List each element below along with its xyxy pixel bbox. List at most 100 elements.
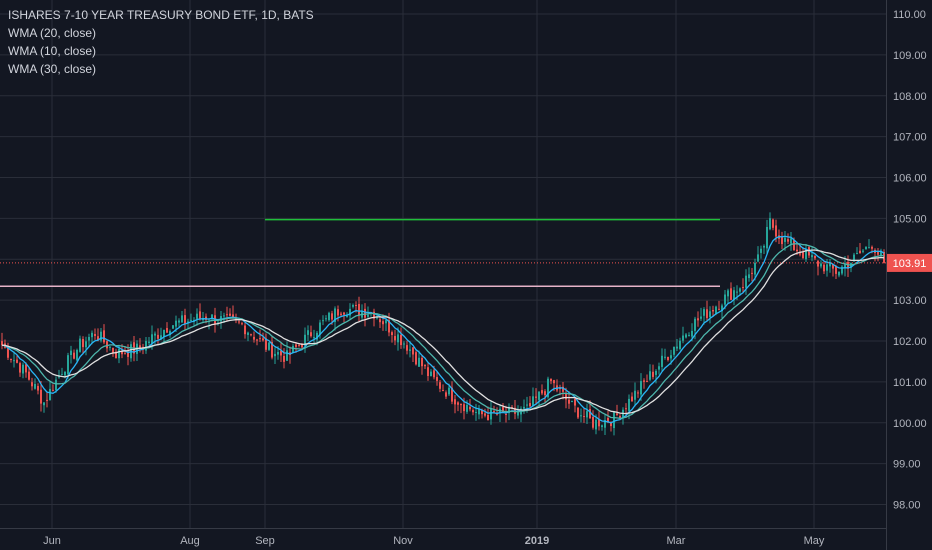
candle-body [328,312,330,321]
candle-body [547,378,549,398]
candle-body [406,345,408,351]
time-tick-label: Sep [255,535,275,547]
candle-body [127,351,129,357]
candle-body [781,236,783,245]
candle-body [610,422,612,427]
candle-body [466,404,468,412]
candle-body [691,330,693,337]
candle-body [805,249,807,260]
candle-body [583,416,585,418]
candle-body [859,250,861,254]
candle-body [82,338,84,348]
price-tick-label: 109.00 [893,50,927,62]
last-price-badge [887,253,932,272]
candle-body [232,314,234,318]
candle-body [697,318,699,321]
candle-body [673,346,675,355]
indicator-wma30[interactable]: WMA (30, close) [8,62,97,76]
candle-body [223,315,225,317]
candle-body [1,341,3,346]
price-tick-label: 103.00 [893,295,927,307]
candle-body [769,218,771,230]
candle-body [19,363,21,373]
candle-body [457,402,459,405]
candle-body [550,378,552,382]
candle-body [796,249,798,252]
candle-body [265,338,267,350]
price-tick-label: 105.00 [893,213,927,225]
candle-body [811,255,813,258]
candle-body [10,358,12,360]
candle-body [121,351,123,355]
candle-body [199,311,201,319]
time-tick-label: 2019 [525,535,549,547]
candle-body [760,248,762,253]
candle-body [382,321,384,325]
candle-body [148,341,150,344]
time-tick-label: Aug [180,535,200,547]
candle-body [793,240,795,251]
candle-body [295,344,297,347]
candle-body [469,406,471,410]
candle-body [766,226,768,249]
candle-body [553,380,555,384]
candle-body [439,382,441,389]
candle-body [343,312,345,315]
candle-body [286,350,288,361]
candle-body [244,325,246,335]
candle-body [301,344,303,348]
candle-body [76,349,78,361]
candle-body [628,398,630,412]
candle-body [829,262,831,267]
candle-body [508,406,510,414]
candle-body [613,412,615,429]
candle-body [61,374,63,376]
candle-body [661,355,663,367]
candle-body [787,239,789,242]
candle-body [472,410,474,413]
candle-body [487,414,489,421]
candle-body [352,305,354,307]
candle-body [355,305,357,307]
candle-body [580,415,582,417]
candle-body [853,254,855,262]
chart-legend: ISHARES 7-10 YEAR TREASURY BOND ETF, 1D,… [8,6,314,78]
candle-body [712,309,714,312]
candle-body [529,403,531,407]
candle-body [37,386,39,391]
candle-body [802,252,804,258]
candle-body [604,420,606,428]
candle-body [55,379,57,391]
candle-body [376,317,378,319]
candle-body [181,315,183,323]
candle-body [118,348,120,359]
candle-body [493,411,495,413]
indicator-wma10[interactable]: WMA (10, close) [8,44,97,58]
candle-body [49,388,51,401]
candle-body [745,275,747,288]
candle-body [424,364,426,367]
candle-body [298,344,300,346]
candle-body [421,357,423,367]
candle-body [754,262,756,275]
candle-body [526,404,528,406]
candle-body [736,291,738,293]
candle-body [388,320,390,333]
symbol-title: ISHARES 7-10 YEAR TREASURY BOND ETF, 1D,… [8,8,314,22]
candle-body [502,406,504,413]
candle-body [430,371,432,377]
candle-body [490,408,492,420]
candle-body [241,323,243,325]
candle-body [274,353,276,357]
candle-body [169,331,171,336]
candle-body [91,332,93,338]
candle-body [43,402,45,406]
candle-body [247,332,249,335]
candle-body [145,341,147,351]
candle-body [196,313,198,319]
indicator-wma20[interactable]: WMA (20, close) [8,26,97,40]
candle-body [688,335,690,337]
candle-body [679,340,681,349]
candle-body [646,381,648,383]
